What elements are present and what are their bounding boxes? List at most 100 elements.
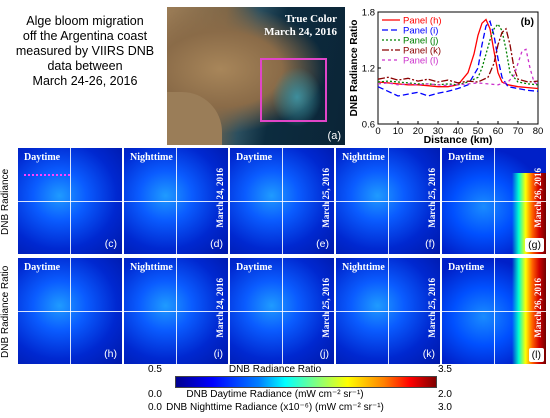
- panel-title: Daytime: [448, 152, 485, 163]
- x-tick-label: 40: [453, 126, 464, 137]
- image-panel: Daytime March 26, 2016 (g): [442, 148, 546, 254]
- ratio-scale-min: 0.5: [148, 364, 162, 375]
- panel-label: (f): [425, 238, 435, 250]
- image-panel: Daytime (h): [18, 258, 122, 364]
- panel-label: (k): [422, 348, 435, 360]
- panel-label: (c): [104, 238, 117, 250]
- panel-label-b: (b): [521, 16, 534, 28]
- x-tick-label: 80: [533, 126, 544, 137]
- panel-title: Daytime: [24, 152, 61, 163]
- panel-label: (e): [316, 238, 329, 250]
- panel-label: (h): [104, 348, 117, 360]
- panel-date: March 26, 2016: [533, 278, 543, 338]
- x-tick-label: 70: [513, 126, 524, 137]
- true-color-label: True Color: [284, 13, 337, 25]
- x-axis-label: Distance (km): [424, 134, 493, 146]
- image-panel: Nighttime March 25, 2016 (k): [336, 258, 440, 364]
- grid-line: [230, 201, 334, 202]
- panel-title: Nighttime: [342, 262, 385, 273]
- day-scale-min: 0.0: [148, 389, 162, 400]
- legend-entry: Panel (i): [403, 26, 438, 37]
- grid-line: [442, 201, 546, 202]
- title-line: data between: [47, 59, 123, 73]
- image-panel: Daytime (c): [18, 148, 122, 254]
- bloom-region: [272, 67, 322, 127]
- grid-line: [18, 201, 122, 202]
- day-scale-max: 2.0: [438, 389, 452, 400]
- night-scale-min: 0.0: [148, 402, 162, 413]
- radiance-ratio-chart: 0 10 20 30 40 50 60 70 80 0.6 1.2 1.8 Distance (km) D…: [349, 8, 544, 147]
- panel-title: Nighttime: [342, 152, 385, 163]
- ratio-scale-title: DNB Radiance Ratio: [228, 364, 322, 375]
- series-line: [377, 27, 539, 84]
- x-tick-label: 60: [493, 126, 504, 137]
- legend-entry: Panel (j): [403, 36, 438, 47]
- image-panel: Nighttime March 24, 2016 (i): [124, 258, 228, 364]
- image-panel: Daytime March 25, 2016 (e): [230, 148, 334, 254]
- transect-line: [24, 174, 70, 176]
- grid-line: [18, 311, 122, 312]
- panel-date: March 24, 2016: [215, 278, 225, 338]
- series-line: [377, 22, 539, 86]
- panel-title: Daytime: [448, 262, 485, 273]
- x-tick-label: 50: [473, 126, 484, 137]
- x-tick-label: 0: [375, 126, 380, 137]
- grid-line: [336, 201, 440, 202]
- panel-title: Daytime: [236, 152, 273, 163]
- panel-label-a: (a): [327, 130, 341, 142]
- image-panel: Daytime March 26, 2016 (l): [442, 258, 546, 364]
- panel-title: Nighttime: [130, 262, 173, 273]
- panel-label: (l): [528, 348, 544, 362]
- y-axis-label: DNB Radiance Ratio: [349, 20, 360, 117]
- night-scale-title: DNB Nighttime Radiance (x10⁻⁶) (mW cm⁻² …: [166, 402, 384, 413]
- series-line: [377, 48, 539, 87]
- legend-entry: Panel (k): [403, 46, 441, 57]
- plot-area: [377, 11, 539, 125]
- legend-entry: Panel (l): [403, 56, 438, 67]
- panel-date: March 24, 2016: [215, 168, 225, 228]
- panel-date: March 25, 2016: [321, 278, 331, 338]
- panel-label: (j): [319, 348, 329, 360]
- panel-title: Nighttime: [130, 152, 173, 163]
- night-scale-max: 3.0: [438, 402, 452, 413]
- panel-date: March 25, 2016: [427, 168, 437, 228]
- true-color-caption: True Color March 24, 2016: [264, 13, 337, 39]
- image-panel: Nighttime March 24, 2016 (d): [124, 148, 228, 254]
- x-tick-label: 10: [393, 126, 404, 137]
- grid-line: [442, 311, 546, 312]
- series-line: [377, 19, 539, 97]
- colorbar: [175, 376, 437, 388]
- title-line: off the Argentina coast: [22, 29, 148, 43]
- legend-entry: Panel (h): [403, 16, 442, 27]
- row-label-ratio: DNB Radiance Ratio: [0, 265, 11, 359]
- y-tick-label: 1.2: [362, 64, 375, 75]
- row-label-radiance: DNB Radiance: [0, 168, 11, 236]
- panel-date: March 25, 2016: [427, 278, 437, 338]
- image-panel: Nighttime March 25, 2016 (f): [336, 148, 440, 254]
- image-panel: Daytime March 25, 2016 (j): [230, 258, 334, 364]
- roi-box: [260, 58, 327, 122]
- grid-line: [336, 311, 440, 312]
- ratio-scale-max: 3.5: [438, 364, 452, 375]
- true-color-image: True Color March 24, 2016 (a): [167, 7, 345, 145]
- panel-title: Daytime: [24, 262, 61, 273]
- title-line: Alge bloom migration: [26, 14, 144, 28]
- panel-date: March 26, 2016: [533, 168, 543, 228]
- title-line: March 24-26, 2016: [32, 74, 138, 88]
- image-panel-grid: DNB Radiance DNB Radiance Ratio Daytime (…: [0, 148, 550, 368]
- true-color-date: March 24, 2016: [264, 26, 337, 38]
- panel-label: (i): [213, 348, 223, 360]
- day-scale-title: DNB Daytime Radiance (mW cm⁻² sr⁻¹): [186, 389, 364, 400]
- panel-label: (d): [210, 238, 223, 250]
- y-tick-label: 1.8: [362, 8, 375, 19]
- figure-title: Alge bloom migration off the Argentina c…: [0, 14, 170, 89]
- panel-title: Daytime: [236, 262, 273, 273]
- panel-date: March 25, 2016: [321, 168, 331, 228]
- y-tick-label: 0.6: [362, 120, 375, 131]
- title-line: measured by VIIRS DNB: [15, 44, 155, 58]
- grid-line: [124, 311, 228, 312]
- coast-land: [167, 92, 222, 145]
- grid-line: [124, 201, 228, 202]
- x-tick-label: 30: [433, 126, 444, 137]
- x-tick-label: 20: [413, 126, 424, 137]
